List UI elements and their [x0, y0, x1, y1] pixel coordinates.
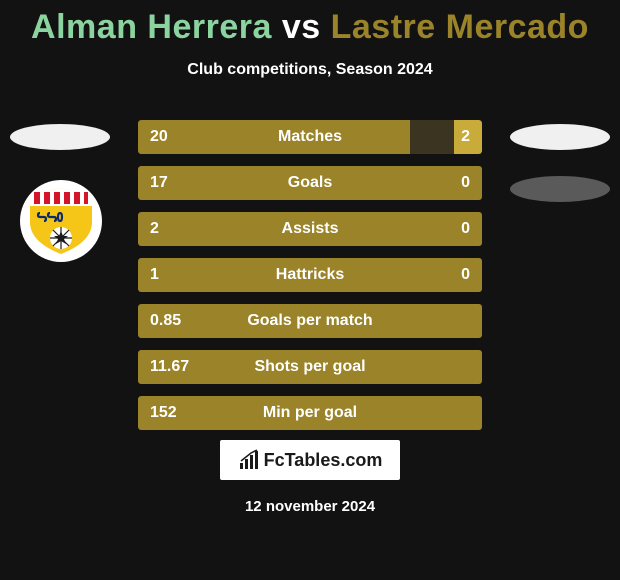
player2-name: Lastre Mercado: [331, 8, 589, 46]
stat-row: 20 2 Matches: [138, 120, 482, 154]
bsc-shield-icon: [26, 186, 96, 256]
stat-value-right: 2: [461, 128, 470, 146]
stat-value-left: 17: [150, 174, 168, 192]
stat-label: Matches: [278, 128, 342, 146]
stat-label: Goals per match: [247, 312, 372, 330]
vs-text: vs: [282, 8, 321, 46]
stat-value-right: 0: [461, 220, 470, 238]
stat-row: 17 0 Goals: [138, 166, 482, 200]
stat-label: Assists: [282, 220, 339, 238]
stat-value-right: 0: [461, 266, 470, 284]
player1-club-logo: [20, 180, 102, 262]
stat-value-left: 11.67: [150, 358, 189, 376]
stat-label: Min per goal: [263, 404, 357, 422]
stat-value-right: 0: [461, 174, 470, 192]
brand-label: FcTables.com: [264, 450, 383, 471]
date-label: 12 november 2024: [245, 498, 375, 515]
comparison-title: Alman Herrera vs Lastre Mercado: [0, 0, 620, 47]
stat-label: Goals: [288, 174, 332, 192]
stat-value-left: 0.85: [150, 312, 181, 330]
stat-label: Shots per goal: [254, 358, 365, 376]
stat-value-left: 152: [150, 404, 177, 422]
stat-row: 1 0 Hattricks: [138, 258, 482, 292]
subtitle: Club competitions, Season 2024: [0, 61, 620, 79]
stat-bar-left: [138, 120, 410, 154]
stat-value-left: 20: [150, 128, 168, 146]
brand-box: FcTables.com: [220, 440, 400, 480]
stat-value-left: 1: [150, 266, 159, 284]
stat-row: 152 Min per goal: [138, 396, 482, 430]
stat-row: 2 0 Assists: [138, 212, 482, 246]
chart-icon: [238, 449, 260, 471]
player2-badge-placeholder: [510, 124, 610, 150]
stat-value-left: 2: [150, 220, 159, 238]
stat-label: Hattricks: [276, 266, 344, 284]
player1-name: Alman Herrera: [31, 8, 272, 46]
stat-row: 0.85 Goals per match: [138, 304, 482, 338]
player2-club-placeholder: [510, 176, 610, 202]
stats-container: 202Matches170Goals20Assists10Hattricks0.…: [138, 120, 482, 442]
player1-badge-placeholder: [10, 124, 110, 150]
stat-row: 11.67 Shots per goal: [138, 350, 482, 384]
